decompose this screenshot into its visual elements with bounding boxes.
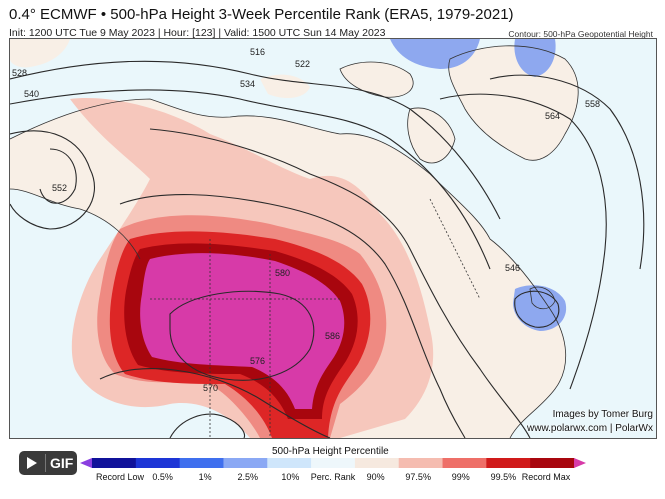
colorbar-label: 99.5% [490, 472, 517, 482]
contour-label: 516 [250, 47, 265, 57]
low-percentile-area [514, 39, 556, 77]
colorbar-title: 500-hPa Height Percentile [272, 446, 389, 457]
gif-button-label: GIF [50, 455, 74, 471]
colorbar-label: Record Low [95, 472, 145, 482]
credit-author: Images by Tomer Burg [552, 409, 653, 420]
contour-label: 576 [250, 356, 265, 366]
colorbar-label: 2.5% [237, 472, 259, 482]
colorbar-segment [398, 458, 444, 468]
colorbar-segment [179, 458, 224, 468]
gif-play-button[interactable]: GIF [19, 451, 77, 475]
colorbar-max-arrow [574, 458, 586, 468]
colorbar-segment [311, 458, 356, 468]
colorbar-segment [530, 458, 575, 468]
map-title: 0.4° ECMWF • 500-hPa Height 3-Week Perce… [9, 6, 514, 23]
colorbar-labels: Record Low 0.5% 1% 2.5% 10% Perc. Rank 90% 97.5… [0, 472, 665, 484]
height-contours [10, 60, 645, 438]
colorbar-segment [486, 458, 531, 468]
map-subtitle: Init: 1200 UTC Tue 9 May 2023 | Hour: [1… [9, 27, 386, 39]
contour-label: 528 [12, 68, 27, 78]
colorbar-min-arrow [80, 458, 92, 468]
colorbar-segment [442, 458, 487, 468]
colorbar-segment [354, 458, 400, 468]
contour-label: 522 [295, 59, 310, 69]
coastlines [10, 45, 579, 438]
contour-labels: 516 522 528 534 540 546 552 558 564 570 … [12, 47, 600, 393]
percentile-shading [70, 39, 567, 438]
colorbar-segment [135, 458, 181, 468]
percentile-map: 516 522 528 534 540 546 552 558 564 570 … [9, 38, 657, 439]
contour-label: 564 [545, 111, 560, 121]
colorbar-label: 97.5% [405, 472, 431, 482]
high-percentile-area [140, 253, 345, 409]
contour-label: 546 [505, 263, 520, 273]
contour-label: 552 [52, 183, 67, 193]
colorbar-label: 10% [281, 472, 300, 482]
colorbar-segment [267, 458, 312, 468]
contour-note: Contour: 500-hPa Geopotential Height [508, 29, 653, 39]
low-percentile-area [390, 39, 480, 69]
contour-label: 540 [24, 89, 39, 99]
colorbar-label: 90% [366, 472, 385, 482]
colorbar-segment [92, 458, 137, 468]
contour-label: 534 [240, 79, 255, 89]
colorbar-label: Record Max [521, 472, 571, 482]
colorbar-label: Perc. Rank [310, 472, 356, 482]
play-icon [23, 454, 41, 472]
credit-website[interactable]: www.polarwx.com | PolarWx [527, 423, 653, 434]
colorbar-label: 0.5% [152, 472, 173, 482]
colorbar-segment [223, 458, 268, 468]
colorbar-label: 99% [451, 472, 470, 482]
contour-label: 580 [275, 268, 290, 278]
contour-label: 558 [585, 99, 600, 109]
colorbar-label: 1% [198, 472, 212, 482]
map-canvas: 516 522 528 534 540 546 552 558 564 570 … [10, 39, 656, 438]
contour-label: 586 [325, 331, 340, 341]
button-divider [45, 454, 46, 472]
colorbar [80, 458, 586, 468]
contour-label: 570 [203, 383, 218, 393]
